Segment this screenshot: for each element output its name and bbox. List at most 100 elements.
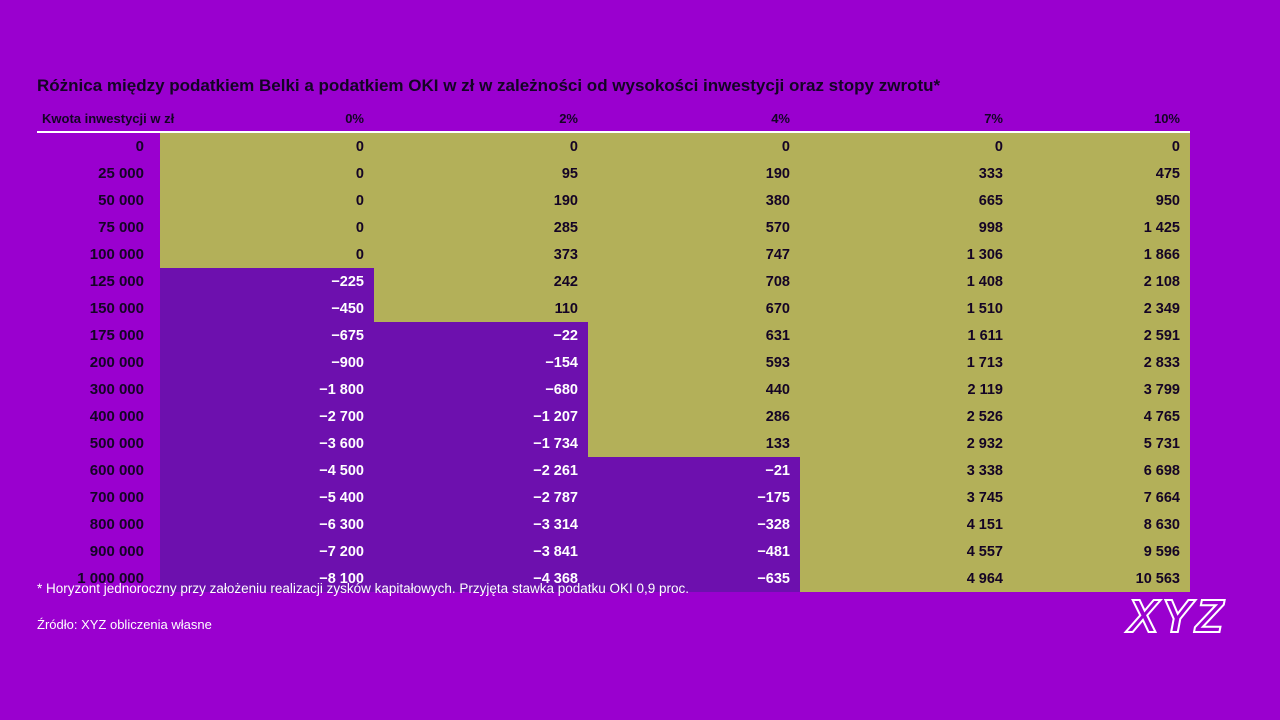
row-label: 500 000	[89, 435, 144, 452]
value-cell: 3 338	[800, 457, 1013, 484]
value-cell: 440	[588, 376, 800, 403]
value-cell: 3 745	[800, 484, 1013, 511]
value-cell: −481	[588, 538, 800, 565]
value-cell: 4 964	[800, 565, 1013, 592]
table-row: 600 000 −4 500 −2 261 −21 3 338 6 698	[37, 457, 1190, 484]
value-cell: 4 765	[1013, 403, 1190, 430]
value-cell: 2 591	[1013, 322, 1190, 349]
value-cell: 2 119	[800, 376, 1013, 403]
row-label: 175 000	[89, 327, 144, 344]
value-cell: 665	[800, 187, 1013, 214]
value-cell: 1 306	[800, 241, 1013, 268]
table-row: 150 000 −450 110 670 1 510 2 349	[37, 295, 1190, 322]
value-cell: 9 596	[1013, 538, 1190, 565]
value-cell: 1 510	[800, 295, 1013, 322]
row-label: 600 000	[89, 462, 144, 479]
value-cell: 0	[588, 132, 800, 160]
value-cell: 1 713	[800, 349, 1013, 376]
value-cell: 7 664	[1013, 484, 1190, 511]
value-cell: 1 408	[800, 268, 1013, 295]
value-cell: 0	[160, 241, 374, 268]
value-cell: −8 100	[160, 565, 374, 592]
column-header-10pct: 10%	[1013, 109, 1190, 133]
value-cell: 3 799	[1013, 376, 1190, 403]
value-cell: 0	[800, 132, 1013, 160]
value-cell: 8 630	[1013, 511, 1190, 538]
value-cell: 0	[1013, 132, 1190, 160]
table-row: 1 000 000 −8 100 −4 368 −635 4 964 10 563	[37, 565, 1190, 592]
value-cell: 1 866	[1013, 241, 1190, 268]
value-cell: −5 400	[160, 484, 374, 511]
table-row: 400 000 −2 700 −1 207 286 2 526 4 765	[37, 403, 1190, 430]
value-cell: 2 833	[1013, 349, 1190, 376]
value-cell: 0	[160, 187, 374, 214]
value-cell: −4 500	[160, 457, 374, 484]
value-cell: 5 731	[1013, 430, 1190, 457]
value-cell: 570	[588, 214, 800, 241]
value-cell: −3 314	[374, 511, 588, 538]
row-label: 0	[135, 138, 144, 155]
table-row: 100 000 0 373 747 1 306 1 866	[37, 241, 1190, 268]
value-cell: 1 425	[1013, 214, 1190, 241]
row-label: 300 000	[89, 381, 144, 398]
value-cell: 190	[374, 187, 588, 214]
value-cell: 95	[374, 160, 588, 187]
value-cell: −3 600	[160, 430, 374, 457]
value-cell: −3 841	[374, 538, 588, 565]
table-row: 25 000 0 95 190 333 475	[37, 160, 1190, 187]
table-row: 75 000 0 285 570 998 1 425	[37, 214, 1190, 241]
value-cell: −1 800	[160, 376, 374, 403]
row-label: 50 000	[98, 192, 144, 209]
column-header-investment: Kwota inwestycji w zł	[37, 109, 174, 133]
row-label: 75 000	[98, 219, 144, 236]
value-cell: −900	[160, 349, 374, 376]
value-cell: −2 261	[374, 457, 588, 484]
source-text: Źródło: XYZ obliczenia własne	[37, 617, 212, 632]
value-cell: −635	[588, 565, 800, 592]
value-cell: −7 200	[160, 538, 374, 565]
value-cell: −2 700	[160, 403, 374, 430]
column-header-4pct: 4%	[588, 109, 800, 133]
row-label: 200 000	[89, 354, 144, 371]
page-title: Różnica między podatkiem Belki a podatki…	[37, 76, 941, 95]
table-row: 300 000 −1 800 −680 440 2 119 3 799	[37, 376, 1190, 403]
value-cell: 190	[588, 160, 800, 187]
value-cell: −450	[160, 295, 374, 322]
row-label: 150 000	[89, 300, 144, 317]
value-cell: −4 368	[374, 565, 588, 592]
table-row: 175 000 −675 −22 631 1 611 2 591	[37, 322, 1190, 349]
value-cell: −680	[374, 376, 588, 403]
value-cell: 4 151	[800, 511, 1013, 538]
value-cell: 110	[374, 295, 588, 322]
value-cell: −225	[160, 268, 374, 295]
value-cell: 286	[588, 403, 800, 430]
value-cell: 333	[800, 160, 1013, 187]
footnote-text: * Horyzont jednoroczny przy założeniu re…	[37, 581, 690, 596]
table-row: 500 000 −3 600 −1 734 133 2 932 5 731	[37, 430, 1190, 457]
value-cell: 670	[588, 295, 800, 322]
value-cell: −328	[588, 511, 800, 538]
value-cell: −2 787	[374, 484, 588, 511]
row-label: 125 000	[89, 273, 144, 290]
value-cell: −21	[588, 457, 800, 484]
table-header-row: Kwota inwestycji w zł 0% 2% 4% 7% 10%	[37, 109, 1190, 133]
table-row: 50 000 0 190 380 665 950	[37, 187, 1190, 214]
value-cell: 10 563	[1013, 565, 1190, 592]
column-header-2pct: 2%	[374, 109, 588, 133]
value-cell: 242	[374, 268, 588, 295]
column-header-0pct: 0%	[160, 109, 374, 133]
value-cell: 593	[588, 349, 800, 376]
value-cell: −175	[588, 484, 800, 511]
table-row: 700 000 −5 400 −2 787 −175 3 745 7 664	[37, 484, 1190, 511]
value-cell: −6 300	[160, 511, 374, 538]
value-cell: 2 526	[800, 403, 1013, 430]
row-label: 25 000	[98, 165, 144, 182]
value-cell: 747	[588, 241, 800, 268]
row-label: 100 000	[89, 246, 144, 263]
xyz-logo: XYZ	[1124, 589, 1224, 643]
value-cell: 133	[588, 430, 800, 457]
value-cell: 998	[800, 214, 1013, 241]
